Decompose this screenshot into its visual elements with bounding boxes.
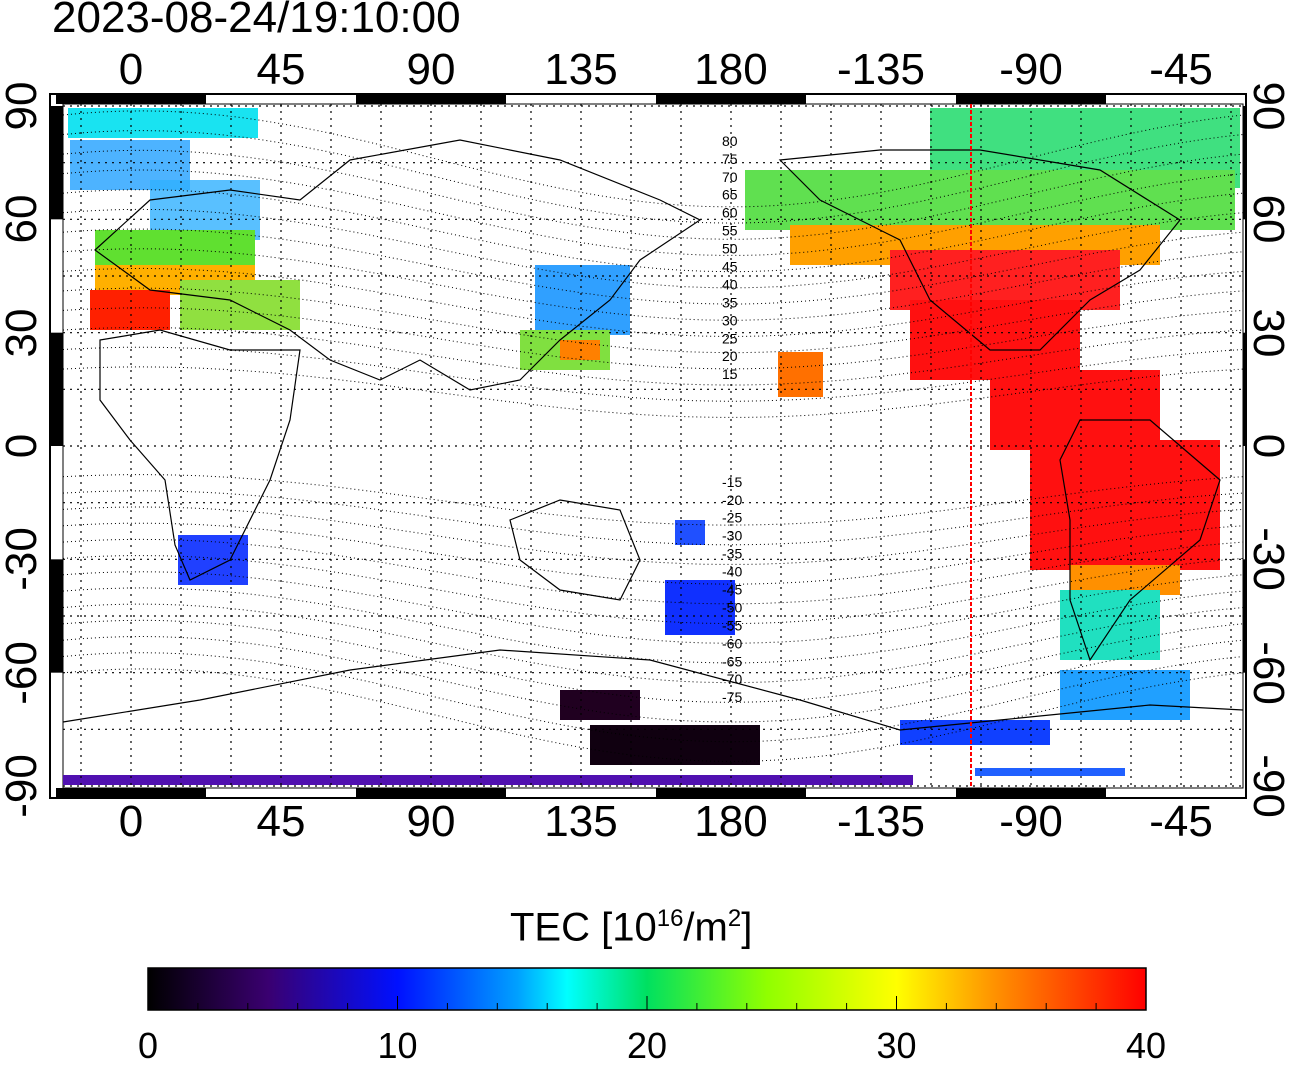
colorbar-tick-label: 0 [137,1025,159,1066]
svg-text:35: 35 [722,294,738,310]
svg-text:-20: -20 [722,492,742,508]
colorbar-tick-label: 40 [1125,1025,1167,1066]
right-lat-tick: -60 [1244,640,1293,705]
svg-text:-25: -25 [722,510,742,526]
svg-text:-30: -30 [722,528,742,544]
svg-text:-75: -75 [722,689,742,705]
top-lon-tick: 180 [694,45,768,94]
svg-text:30: 30 [722,312,738,328]
left-lat-tick: 30 [0,308,46,358]
svg-text:-55: -55 [722,617,742,633]
right-lat-tick: 30 [1244,308,1293,358]
bottom-lon-tick: 135 [544,797,618,846]
svg-text:45: 45 [722,259,738,275]
coastlines [62,139,1244,731]
bottom-lon-tick: 180 [694,797,768,846]
colorbar-ticks [147,996,1147,1010]
right-lat-tick: 0 [1244,433,1293,459]
top-lon-tick: -45 [1149,45,1213,94]
tec-data [63,108,1240,785]
top-lon-tick: -135 [836,45,926,94]
bottom-lon-tick: 0 [118,797,144,846]
colorbar-tick-label: 30 [876,1025,917,1066]
top-lon-tick: -90 [999,45,1063,94]
top-lon-tick: 135 [544,45,618,94]
axis-bars [50,94,1246,798]
svg-text:25: 25 [722,330,738,346]
svg-text:55: 55 [722,223,738,239]
bottom-lon-tick: -90 [999,797,1063,846]
svg-text:65: 65 [722,187,738,203]
colorbar-tick-label: 20 [626,1025,668,1066]
left-lat-tick: -90 [0,754,46,818]
svg-text:40: 40 [722,276,738,292]
right-lat-tick: -90 [1244,754,1293,818]
right-lat-tick: 90 [1244,81,1293,131]
svg-text:-65: -65 [722,653,742,669]
top-lon-tick: 0 [118,45,144,94]
svg-text:-50: -50 [722,599,742,615]
map-title: 2023-08-24/19:10:00 [52,0,461,42]
right-lat-tick: 60 [1244,194,1293,244]
svg-text:-40: -40 [722,564,742,580]
bottom-lon-tick: 90 [406,797,456,846]
left-lat-tick: -30 [0,527,46,592]
right-lat-tick: -30 [1244,527,1293,592]
svg-text:-70: -70 [722,671,742,687]
left-lat-tick: 90 [0,81,46,131]
svg-text:60: 60 [722,205,738,221]
svg-text:-60: -60 [722,635,742,651]
colorbar-label: TEC [1016/m2] [510,905,753,950]
svg-text:15: 15 [722,366,738,382]
svg-text:80: 80 [722,133,738,149]
svg-text:70: 70 [722,169,738,185]
svg-text:-15: -15 [722,474,742,490]
colorbar-tick-label: 10 [377,1025,418,1066]
svg-text:75: 75 [722,151,738,167]
bottom-lon-tick: 45 [256,797,306,846]
svg-text:20: 20 [722,348,738,364]
left-lat-tick: 60 [0,194,46,244]
bottom-lon-tick: -45 [1149,797,1213,846]
bottom-lon-tick: -135 [836,797,926,846]
svg-text:50: 50 [722,241,738,257]
top-lon-tick: 45 [256,45,306,94]
magnetic-contours [62,110,1244,762]
svg-text:-45: -45 [722,582,742,598]
top-lon-tick: 90 [406,45,456,94]
left-lat-tick: -60 [0,640,46,705]
svg-text:-35: -35 [722,546,742,562]
left-lat-tick: 0 [0,433,46,459]
